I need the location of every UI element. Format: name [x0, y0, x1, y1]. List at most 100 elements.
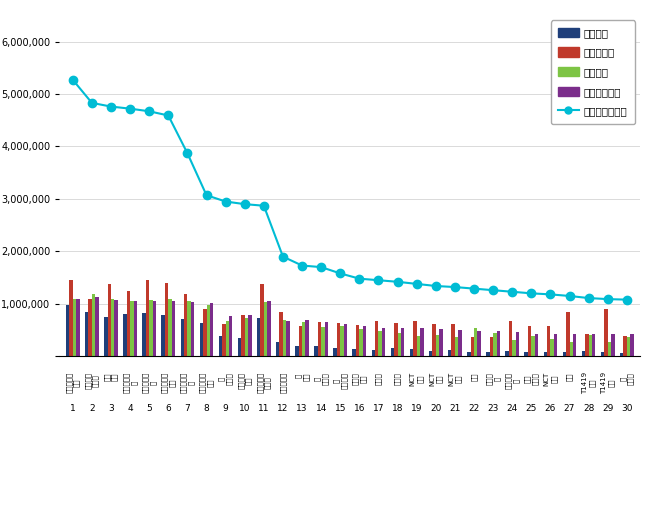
Bar — [486, 352, 490, 356]
Bar — [581, 351, 585, 356]
Bar — [218, 336, 222, 356]
Bar — [88, 299, 92, 356]
Bar — [286, 321, 290, 356]
Bar — [570, 342, 573, 356]
Bar — [458, 329, 462, 356]
Bar — [184, 294, 187, 356]
Bar — [302, 322, 306, 356]
Bar — [267, 301, 271, 356]
Bar — [375, 321, 378, 356]
Text: 9: 9 — [222, 404, 228, 412]
Text: 6: 6 — [166, 404, 171, 412]
Text: 10: 10 — [239, 404, 251, 412]
Bar — [341, 326, 344, 356]
Bar — [378, 331, 382, 356]
Text: 14: 14 — [315, 404, 327, 412]
Bar — [306, 320, 309, 356]
Bar — [229, 317, 232, 356]
Text: 황교원: 황교원 — [394, 372, 401, 385]
Bar — [146, 280, 149, 356]
Bar — [325, 322, 328, 356]
Text: 퍼주니어
희철: 퍼주니어 희철 — [238, 372, 252, 389]
Bar — [344, 324, 347, 356]
Text: 소
창원: 소 창원 — [295, 372, 309, 381]
Bar — [321, 327, 325, 356]
Text: 18: 18 — [392, 404, 403, 412]
Bar — [554, 334, 557, 356]
Bar — [477, 330, 481, 356]
Bar — [317, 322, 321, 356]
Bar — [168, 299, 172, 356]
Bar — [624, 336, 627, 356]
Bar — [295, 346, 298, 356]
Bar — [605, 309, 608, 356]
Bar — [630, 334, 634, 356]
Bar — [356, 325, 359, 356]
Bar — [620, 353, 624, 356]
Bar — [314, 346, 317, 356]
Bar — [152, 301, 156, 356]
Text: NCT
정우: NCT 정우 — [410, 372, 424, 386]
Bar — [509, 321, 512, 356]
Bar — [451, 324, 455, 356]
Bar — [95, 297, 99, 356]
Bar — [436, 335, 439, 356]
Text: T1419
소수: T1419 소수 — [601, 372, 614, 394]
Bar — [279, 312, 283, 356]
Bar — [439, 329, 443, 356]
Text: 카이: 카이 — [471, 372, 477, 381]
Bar — [611, 334, 614, 356]
Text: 7: 7 — [185, 404, 190, 412]
Bar — [429, 351, 432, 356]
Bar — [531, 336, 535, 356]
Text: 방탄소년단
제이름: 방탄소년단 제이름 — [257, 372, 271, 393]
Bar — [512, 340, 515, 356]
Bar — [592, 334, 595, 356]
Bar — [394, 323, 397, 356]
Bar — [66, 305, 69, 356]
Text: NCT
형우: NCT 형우 — [448, 372, 462, 386]
Text: 사이드
만: 사이드 만 — [486, 372, 500, 385]
Text: 26: 26 — [544, 404, 556, 412]
Text: 24: 24 — [507, 404, 518, 412]
Bar — [372, 350, 375, 356]
Bar — [432, 324, 436, 356]
Bar — [562, 352, 566, 356]
Text: 아스트로
민: 아스트로 민 — [505, 372, 519, 389]
Bar — [226, 321, 229, 356]
Bar — [359, 329, 363, 356]
Text: 28: 28 — [583, 404, 594, 412]
Text: NCT
제노: NCT 제노 — [544, 372, 557, 386]
Text: 30: 30 — [621, 404, 632, 412]
Bar — [127, 291, 130, 356]
Bar — [467, 352, 471, 356]
Bar — [601, 352, 605, 356]
Bar — [413, 321, 416, 356]
Bar — [547, 326, 550, 356]
Bar — [298, 326, 302, 356]
Text: 방탄소년단
진: 방탄소년단 진 — [142, 372, 156, 393]
Text: 25: 25 — [525, 404, 537, 412]
Bar — [207, 305, 210, 356]
Bar — [248, 316, 251, 356]
Text: T1419
제만: T1419 제만 — [582, 372, 595, 394]
Text: 13: 13 — [296, 404, 308, 412]
Bar — [455, 337, 458, 356]
Text: 12: 12 — [277, 404, 288, 412]
Bar — [203, 309, 207, 356]
Bar — [181, 319, 184, 356]
Text: 8: 8 — [204, 404, 209, 412]
Text: 너
강승원: 너 강승원 — [218, 372, 233, 385]
Text: 주
니우화원: 주 니우화원 — [333, 372, 347, 389]
Text: 21: 21 — [449, 404, 461, 412]
Bar — [525, 352, 528, 356]
Text: 1: 1 — [70, 404, 76, 412]
Bar — [283, 320, 286, 356]
Text: 15: 15 — [335, 404, 346, 412]
Bar — [187, 301, 191, 356]
Text: 방탄소년단
뷔: 방탄소년단 뷔 — [123, 372, 137, 393]
Bar — [264, 302, 267, 356]
Bar — [69, 280, 73, 356]
Bar — [76, 299, 80, 356]
Bar — [363, 326, 366, 356]
